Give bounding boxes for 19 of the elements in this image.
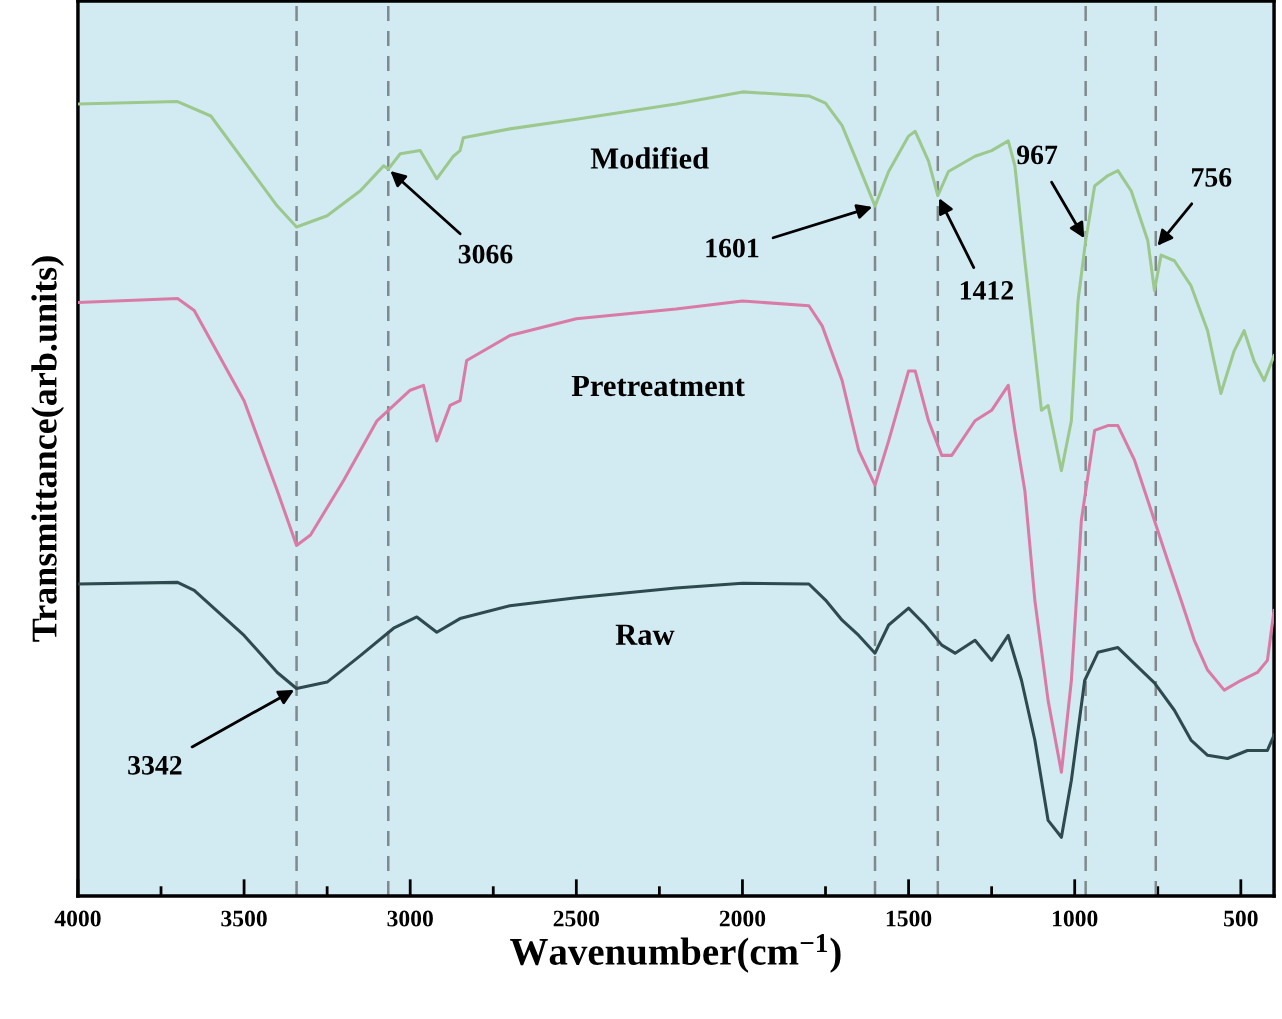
x-tick-label: 2000 [719,910,766,927]
x-tick-label: 1500 [886,910,932,927]
x-tick-label: 2500 [553,910,600,927]
series-label: Raw [615,624,675,645]
annotation: 1412 [960,281,1014,300]
x-tick-label: 3500 [221,910,267,927]
annotation: 3066 [458,244,513,264]
annotation: 967 [1016,145,1058,165]
x-tick-label: 3000 [387,910,433,927]
y-axis-title: Transmittance(arb.units) [31,256,65,642]
series-label: Modified [590,147,709,169]
annotation: 756 [1192,168,1232,187]
x-tick-label: 1000 [1052,910,1098,927]
x-axis-title: Wavenumber(cm$^{−1}$) [510,934,841,973]
annotation: 3342 [128,756,182,775]
annotation: 1601 [706,238,759,258]
x-tick-label: 4000 [54,910,101,927]
x-tick-label: 500 [1224,910,1258,927]
series-label: Pretreatment [571,375,745,397]
